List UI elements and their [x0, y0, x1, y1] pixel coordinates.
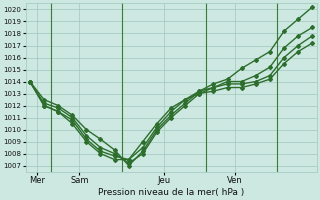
X-axis label: Pression niveau de la mer( hPa ): Pression niveau de la mer( hPa ): [98, 188, 244, 197]
